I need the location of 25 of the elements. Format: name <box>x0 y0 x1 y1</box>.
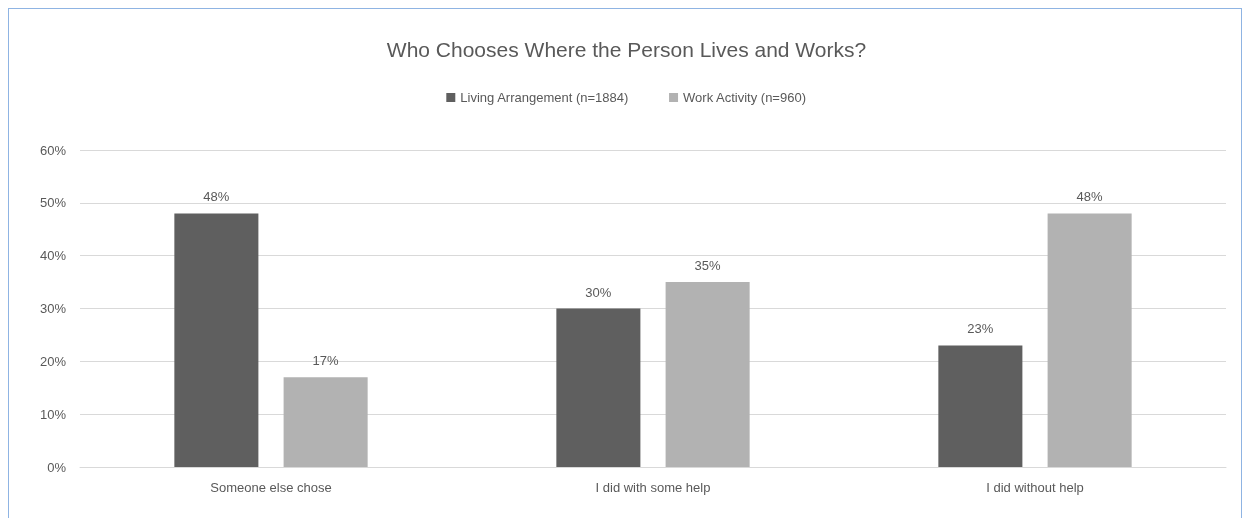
chart-title: Who Chooses Where the Person Lives and Works? <box>386 38 867 61</box>
x-tick-label: I did with some help <box>595 480 711 495</box>
x-tick-label: Someone else chose <box>210 480 332 495</box>
data-label: 23% <box>967 321 994 337</box>
data-label: 48% <box>203 189 230 205</box>
legend-label: Work Activity (n=960) <box>683 90 806 105</box>
legend-label: Living Arrangement (n=1884) <box>460 90 629 105</box>
bar <box>938 345 1023 467</box>
y-tick-label: 60% <box>39 142 67 158</box>
y-tick-label: 20% <box>39 353 67 369</box>
y-tick-label: 50% <box>39 195 67 211</box>
x-tick-label: I did without help <box>986 480 1084 495</box>
bar <box>1047 213 1132 467</box>
bar <box>174 213 259 467</box>
y-tick-label: 30% <box>39 301 67 316</box>
bar <box>665 282 750 467</box>
data-label: 17% <box>312 353 340 369</box>
data-label: 30% <box>585 284 612 300</box>
bar <box>556 308 641 467</box>
data-label: 48% <box>1076 189 1104 205</box>
data-label: 35% <box>694 258 722 274</box>
y-tick-label: 10% <box>39 406 67 422</box>
y-tick-label: 40% <box>39 248 67 264</box>
y-tick-label: 0% <box>47 459 67 475</box>
bar <box>283 377 368 467</box>
